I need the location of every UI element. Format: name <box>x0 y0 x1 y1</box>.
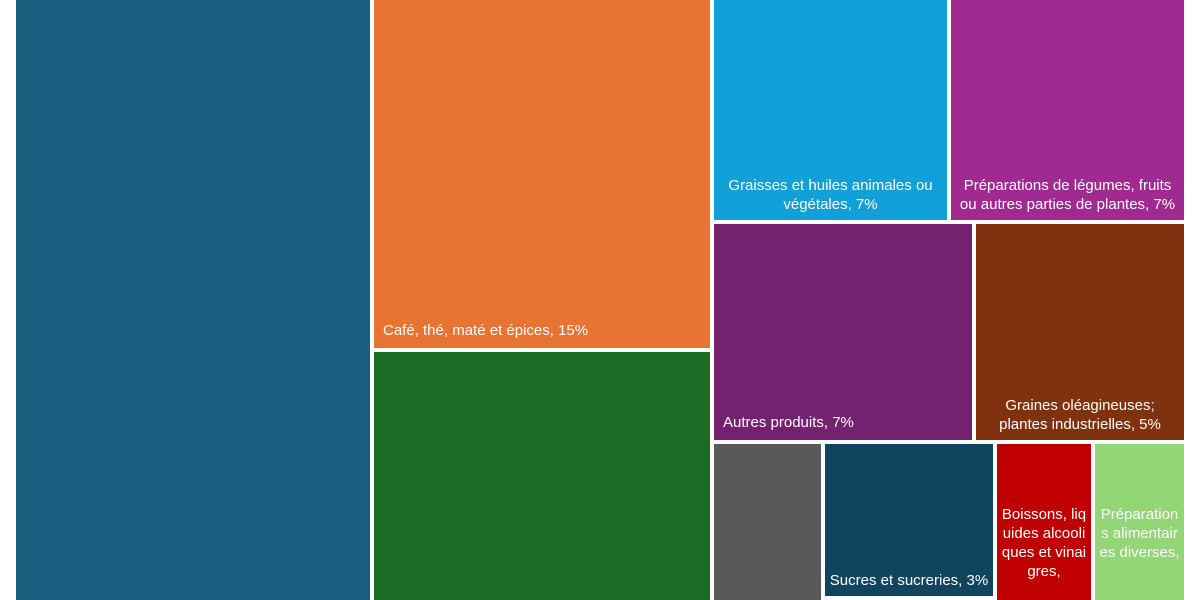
tile-graisses-label: Graisses et huiles animales ou végétales… <box>728 177 933 213</box>
tile-autres-label: Autres produits, 7% <box>723 414 854 431</box>
tile-green <box>374 352 710 600</box>
tile-a <box>16 0 370 600</box>
tile-graines-label: Graines oléagineuses; plantes industriel… <box>999 397 1161 433</box>
tile-sucres-label: Sucres et sucreries, 3% <box>829 572 989 589</box>
tile-graines: Graines oléagineuses; plantes industriel… <box>976 224 1184 440</box>
tile-cafe: Café, thé, maté et épices, 15% <box>374 0 710 348</box>
tile-graisses: Graisses et huiles animales ou végétales… <box>714 0 947 220</box>
tile-boissons: Boissons, liquides alcooliques et vinaig… <box>997 444 1091 600</box>
tile-preparations-legumes: Préparations de légumes, fruits ou autre… <box>951 0 1184 220</box>
tile-cafe-label: Café, thé, maté et épices, 15% <box>383 322 589 339</box>
tile-boissons-label: Boissons, liquides alcooliques et vinaig… <box>1001 506 1087 580</box>
tile-preparations-alimentaires-label: Préparations alimentaires diverses, <box>1099 506 1180 561</box>
tile-gray <box>714 444 821 600</box>
tile-sucres: Sucres et sucreries, 3% <box>825 444 993 596</box>
tile-preparations-alimentaires: Préparations alimentaires diverses, <box>1095 444 1184 600</box>
tile-preparations-legumes-label: Préparations de légumes, fruits ou autre… <box>959 177 1176 213</box>
tile-autres: Autres produits, 7% <box>714 224 972 440</box>
